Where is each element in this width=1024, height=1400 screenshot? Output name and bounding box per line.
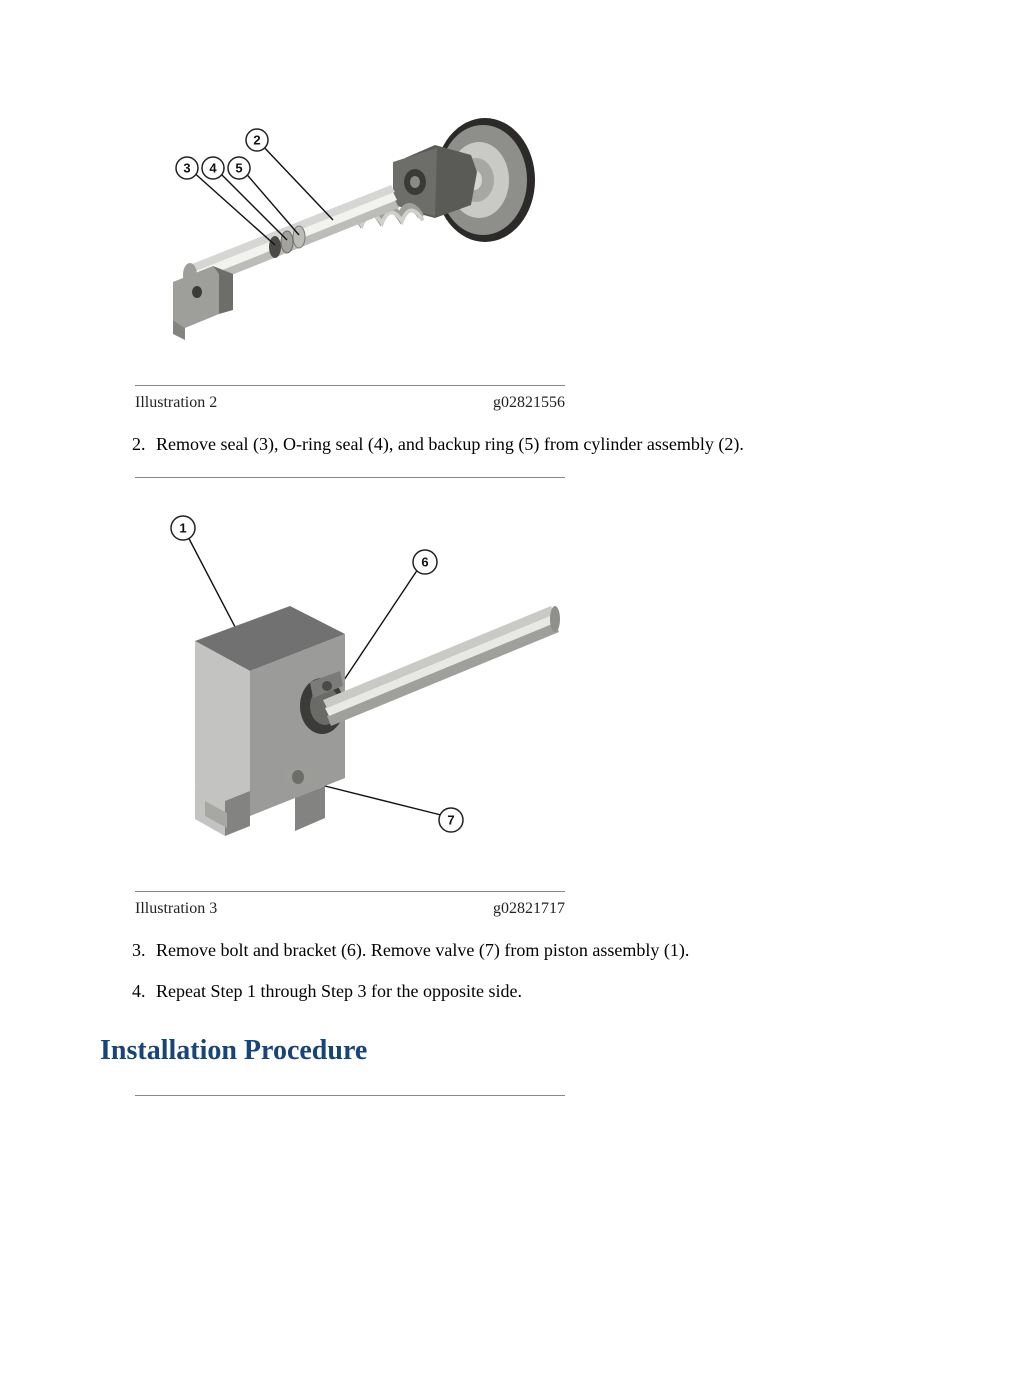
callout-7-label: 7 <box>447 813 454 828</box>
callout-5-label: 5 <box>235 160 242 175</box>
figure-3-illustration: 1 6 7 <box>135 486 924 881</box>
figure-2-caption-right: g02821556 <box>493 394 565 412</box>
figure-3-top-rule <box>135 477 565 478</box>
step-3: Remove bolt and bracket (6). Remove valv… <box>150 938 924 963</box>
figure-2-rule <box>135 385 565 386</box>
bottom-rule <box>135 1095 565 1096</box>
callout-6-label: 6 <box>421 555 428 570</box>
figure-2: 2 3 4 5 Illustration 2 g02821556 <box>135 40 924 412</box>
step-4: Repeat Step 1 through Step 3 for the opp… <box>150 979 924 1004</box>
callout-4-label: 4 <box>209 160 217 175</box>
figure-3: 1 6 7 Illustration 3 g02821717 <box>135 477 924 918</box>
installation-procedure-heading: Installation Procedure <box>100 1035 924 1067</box>
bracket-graphic <box>173 266 233 340</box>
figure-3-caption-left: Illustration 3 <box>135 900 493 918</box>
valve-graphic <box>285 769 311 785</box>
step-2: Remove seal (3), O-ring seal (4), and ba… <box>150 432 924 457</box>
callout-1-label: 1 <box>179 521 186 536</box>
callout-3-label: 3 <box>183 160 190 175</box>
rings-graphic <box>269 226 305 258</box>
rod-graphic <box>323 606 560 726</box>
figure-3-caption-right: g02821717 <box>493 900 565 918</box>
callout-2-label: 2 <box>253 132 260 147</box>
figure-3-rule <box>135 891 565 892</box>
figure-2-caption-left: Illustration 2 <box>135 394 493 412</box>
figure-2-illustration: 2 3 4 5 <box>135 40 924 375</box>
